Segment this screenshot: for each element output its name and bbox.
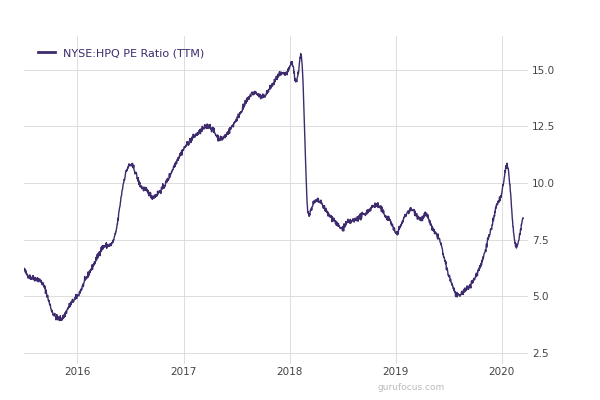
Text: 8.45: 8.45 — [543, 208, 570, 218]
Legend: NYSE:HPQ PE Ratio (TTM): NYSE:HPQ PE Ratio (TTM) — [35, 45, 208, 62]
Text: pettm: pettm — [542, 221, 571, 231]
Text: gurufocus.com: gurufocus.com — [378, 383, 445, 392]
